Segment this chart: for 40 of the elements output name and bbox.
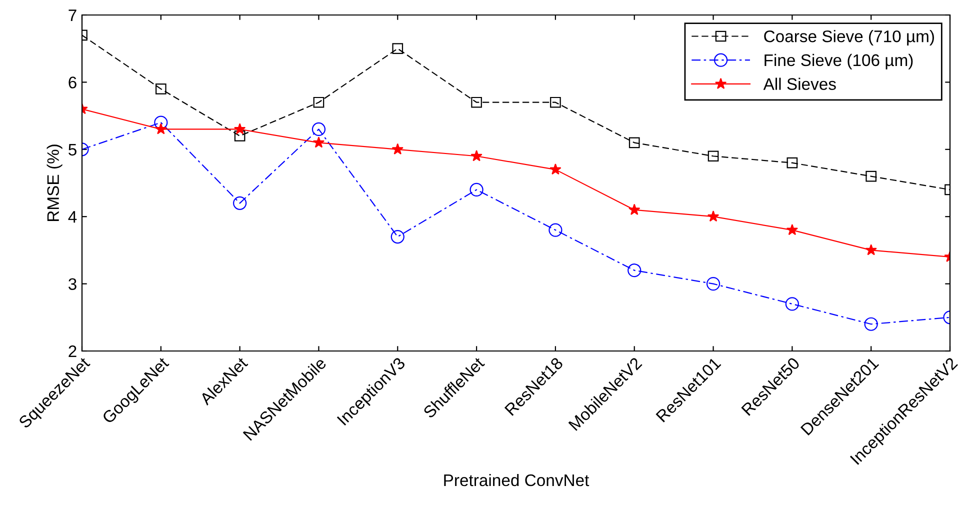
y-tick-label: 2 [68, 345, 76, 358]
point [864, 317, 878, 331]
legend-label: Fine Sieve (106 µm) [764, 54, 913, 70]
point [155, 84, 166, 94]
y-tick-label: 5 [68, 144, 76, 156]
point [392, 43, 404, 54]
point [234, 123, 246, 134]
point [550, 96, 561, 108]
y-tick-label: 4 [68, 211, 77, 223]
x-axis-title: Pretrained ConvNet [444, 474, 590, 486]
point [866, 170, 877, 182]
legend-label: All Sieves [763, 78, 836, 90]
point [313, 96, 324, 108]
point [708, 150, 719, 162]
y-tick-label: 7 [68, 10, 76, 22]
point [470, 182, 484, 197]
y-tick-label: 6 [68, 76, 76, 88]
point [707, 210, 720, 222]
point [550, 163, 562, 175]
point [706, 276, 720, 291]
point [390, 230, 404, 244]
legend-label: Coarse Sieve (710 µm) [764, 30, 934, 46]
point [628, 137, 640, 148]
point [628, 264, 642, 278]
point [785, 297, 799, 311]
point [312, 122, 326, 136]
point [312, 136, 325, 148]
point [155, 123, 167, 134]
point [233, 196, 247, 210]
point [471, 96, 482, 108]
point [865, 244, 877, 256]
point [786, 224, 798, 236]
y-axis-title: RMSE (%) [46, 144, 62, 221]
point [470, 150, 482, 162]
point [628, 204, 640, 215]
point [786, 157, 798, 168]
point [392, 143, 404, 154]
y-tick-label: 3 [68, 278, 76, 290]
point [234, 130, 246, 142]
point [548, 223, 562, 237]
